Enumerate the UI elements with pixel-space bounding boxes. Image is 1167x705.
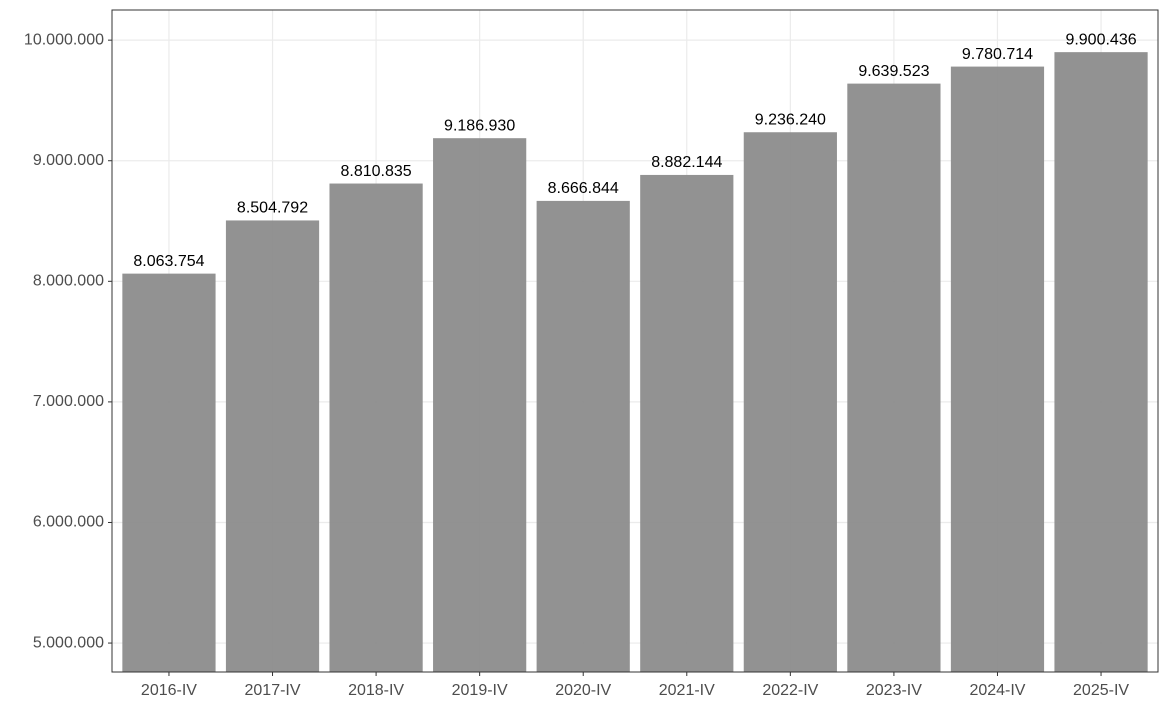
value-label: 9.780.714 <box>962 46 1033 63</box>
y-tick-label: 10.000.000 <box>24 31 104 48</box>
x-tick-label: 2023-IV <box>866 682 922 699</box>
bar <box>433 138 527 672</box>
value-label: 8.666.844 <box>548 180 619 197</box>
bar <box>122 273 216 672</box>
x-tick-label: 2019-IV <box>452 682 508 699</box>
y-tick-label: 8.000.000 <box>33 273 104 290</box>
value-label: 9.236.240 <box>755 111 826 128</box>
bar <box>743 132 837 673</box>
x-tick-label: 2017-IV <box>245 682 301 699</box>
bar <box>225 220 320 672</box>
value-label: 9.186.930 <box>444 117 515 134</box>
y-tick-label: 9.000.000 <box>33 152 104 169</box>
value-label: 8.810.835 <box>340 163 411 180</box>
value-label: 8.063.754 <box>133 253 204 270</box>
panel-border <box>111 9 1159 673</box>
bar <box>1054 52 1148 673</box>
x-tick-label: 2018-IV <box>348 682 404 699</box>
value-label: 8.504.792 <box>237 200 308 217</box>
y-tick-label: 7.000.000 <box>33 393 104 410</box>
bar <box>536 200 630 673</box>
value-label: 8.882.144 <box>651 154 722 171</box>
value-label: 9.639.523 <box>858 63 929 80</box>
bar <box>329 183 423 673</box>
x-tick-label: 2025-IV <box>1073 682 1129 699</box>
y-tick-label: 5.000.000 <box>33 634 104 651</box>
bar <box>847 83 941 672</box>
x-tick-label: 2022-IV <box>762 682 818 699</box>
x-tick-label: 2016-IV <box>141 682 197 699</box>
y-tick-label: 6.000.000 <box>33 514 104 531</box>
bar <box>640 174 734 673</box>
bar <box>950 66 1045 672</box>
x-tick-label: 2020-IV <box>555 682 611 699</box>
x-tick-label: 2021-IV <box>659 682 715 699</box>
value-label: 9.900.436 <box>1065 31 1136 48</box>
x-tick-label: 2024-IV <box>969 682 1025 699</box>
